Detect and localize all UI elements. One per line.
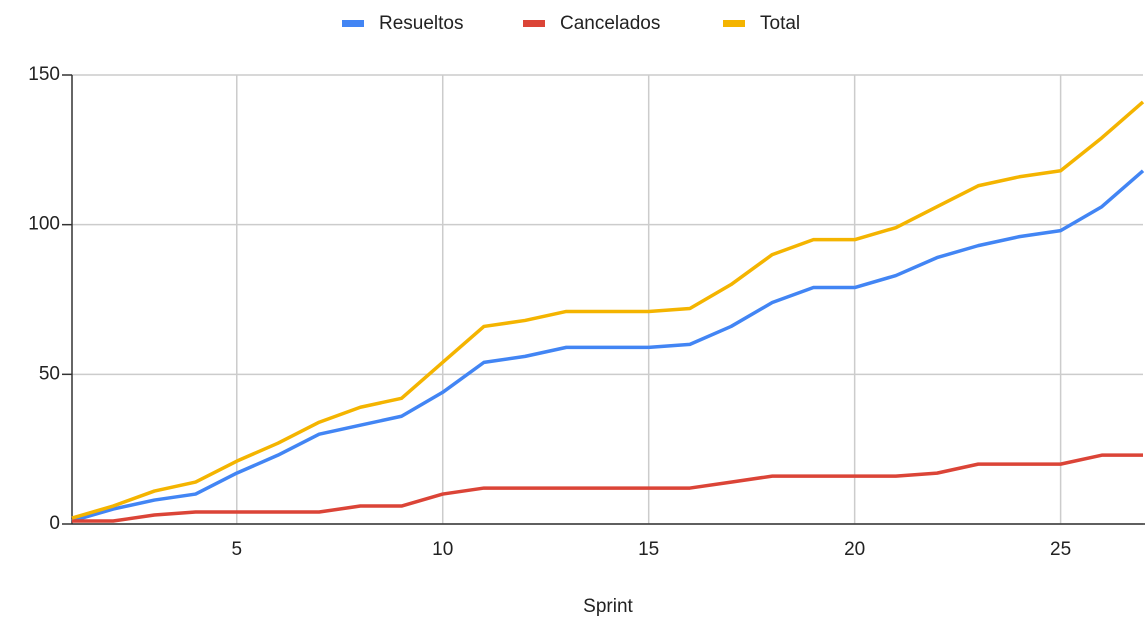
y-tick-label: 0 bbox=[49, 513, 60, 534]
x-tick-label: 10 bbox=[432, 539, 453, 560]
legend-swatch bbox=[723, 20, 745, 27]
y-tick-label: 100 bbox=[28, 214, 60, 235]
x-tick-label: 20 bbox=[844, 539, 865, 560]
x-tick-label: 15 bbox=[638, 539, 659, 560]
legend-label: Cancelados bbox=[560, 13, 660, 34]
legend-swatch bbox=[523, 20, 545, 27]
x-tick-label: 25 bbox=[1050, 539, 1071, 560]
data-line bbox=[71, 169, 1145, 523]
x-axis-title: Sprint bbox=[583, 596, 633, 617]
y-tick-label: 50 bbox=[39, 363, 60, 384]
legend-label: Resueltos bbox=[379, 13, 464, 34]
legend-label: Total bbox=[760, 13, 800, 34]
data-line bbox=[72, 453, 1143, 523]
x-tick-label: 5 bbox=[231, 539, 242, 560]
data-line bbox=[71, 100, 1145, 520]
legend-swatch bbox=[342, 20, 364, 27]
y-tick-label: 150 bbox=[28, 64, 60, 85]
